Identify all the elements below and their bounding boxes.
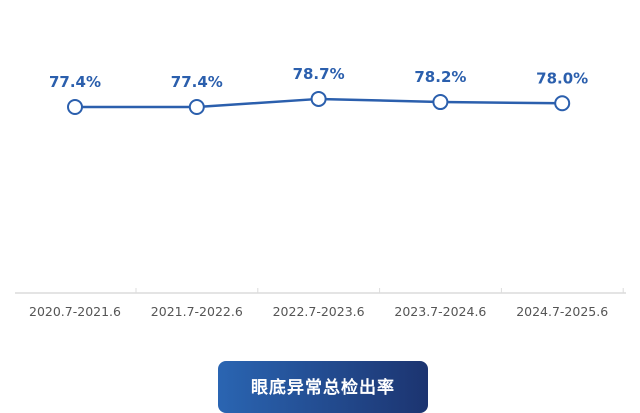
x-tick-label: 2021.7-2022.6	[151, 304, 243, 319]
data-label: 77.4%	[49, 73, 101, 91]
x-tick-label: 2020.7-2021.6	[29, 304, 121, 319]
x-tick-label: 2023.7-2024.6	[394, 304, 486, 319]
data-point	[554, 95, 571, 112]
data-label: 78.2%	[414, 68, 466, 86]
x-tick-label: 2024.7-2025.6	[516, 304, 608, 319]
data-point	[188, 99, 205, 115]
data-point	[67, 99, 83, 115]
chart-title-button[interactable]: 眼底异常总检出率	[218, 361, 428, 413]
data-point	[310, 90, 327, 107]
data-point	[432, 94, 449, 111]
x-tick-label: 2022.7-2023.6	[273, 304, 365, 319]
data-label: 77.4%	[171, 73, 223, 91]
data-label: 78.0%	[536, 69, 588, 87]
data-label: 78.7%	[293, 65, 345, 83]
